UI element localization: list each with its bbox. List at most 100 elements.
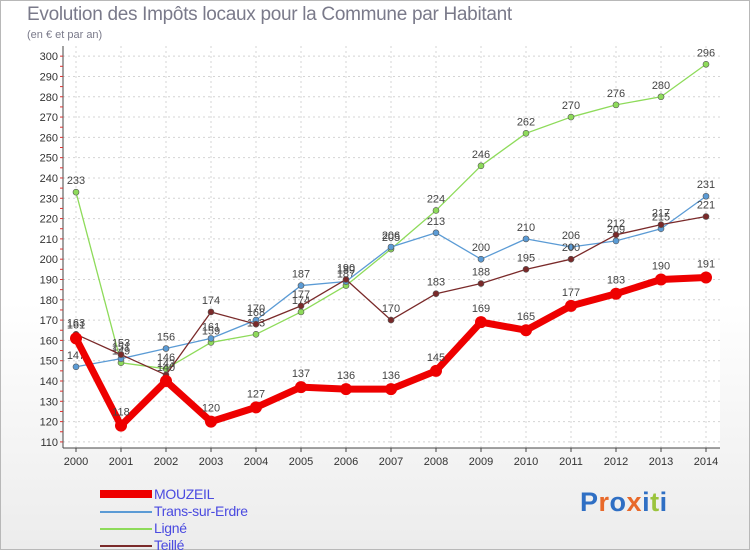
data-label: 215 (652, 212, 670, 224)
data-point (657, 93, 665, 101)
data-label: 163 (67, 317, 85, 329)
legend-label-ligne: Ligné (154, 520, 187, 536)
y-tick-label: 150 (40, 356, 58, 368)
data-label: 159 (202, 325, 220, 337)
data-label: 174 (202, 295, 220, 307)
data-point (115, 419, 127, 432)
data-label: 210 (517, 222, 535, 234)
legend-swatch-ligne (100, 528, 152, 530)
data-point (385, 383, 397, 396)
data-point (612, 231, 620, 239)
data-point (520, 324, 532, 337)
x-tick-label: 2000 (64, 456, 88, 468)
data-point (702, 213, 710, 220)
data-label: 188 (472, 267, 490, 279)
data-label: 217 (652, 208, 670, 220)
data-label: 136 (337, 370, 355, 382)
logo-letter-2: r (598, 487, 610, 517)
data-label: 136 (382, 370, 400, 382)
data-label: 213 (427, 216, 445, 228)
data-point (610, 287, 622, 300)
x-tick-label: 2010 (514, 456, 538, 468)
data-point (567, 113, 575, 121)
data-label: 161 (67, 319, 85, 331)
y-tick-label: 230 (40, 193, 58, 205)
data-label: 177 (562, 287, 580, 299)
data-label: 118 (112, 407, 130, 419)
data-point (70, 332, 82, 345)
x-tick-label: 2003 (199, 456, 223, 468)
logo-letter-6: t (650, 487, 660, 517)
data-label: 296 (697, 47, 715, 59)
legend-swatch-teille (100, 545, 152, 547)
data-label: 221 (697, 200, 715, 212)
data-point (567, 243, 575, 251)
y-tick-label: 300 (40, 51, 58, 63)
data-point (522, 266, 530, 273)
data-point (612, 101, 620, 109)
data-point (430, 364, 442, 377)
data-label: 174 (292, 295, 310, 307)
y-tick-label: 290 (40, 71, 58, 83)
y-tick-label: 260 (40, 132, 58, 144)
data-label: 191 (697, 258, 715, 270)
data-label: 120 (202, 403, 220, 415)
data-point (387, 316, 395, 324)
data-point (342, 276, 350, 283)
data-label: 145 (427, 352, 445, 364)
data-point (162, 345, 170, 352)
logo-letter-5: i (642, 487, 651, 517)
x-tick-label: 2008 (424, 456, 448, 468)
y-tick-label: 200 (40, 254, 58, 266)
data-label: 189 (337, 265, 355, 277)
data-label: 190 (652, 260, 670, 272)
y-tick-label: 220 (40, 214, 58, 226)
x-tick-label: 2007 (379, 456, 403, 468)
data-point (522, 235, 530, 243)
data-label: 170 (382, 303, 400, 315)
data-label: 212 (607, 218, 625, 230)
data-point (72, 363, 80, 371)
data-point (295, 381, 307, 394)
x-tick-label: 2009 (469, 456, 493, 468)
data-label: 143 (157, 358, 175, 370)
data-point (657, 221, 665, 228)
data-point (387, 243, 395, 251)
data-point (72, 188, 80, 196)
data-point (655, 273, 667, 286)
x-tick-label: 2005 (289, 456, 313, 468)
data-point (432, 229, 440, 237)
legend-label-teille: Teillé (154, 537, 185, 553)
data-point (297, 282, 305, 289)
data-label: 137 (292, 368, 310, 380)
x-tick-label: 2001 (109, 456, 133, 468)
data-point (252, 320, 260, 328)
data-label: 190 (337, 262, 355, 274)
x-tick-label: 2013 (649, 456, 673, 468)
chart-subtitle: (en € et par an) (27, 29, 103, 41)
data-point (522, 130, 530, 137)
data-point (252, 331, 260, 338)
x-tick-label: 2012 (604, 456, 628, 468)
logo-letter-7: i (659, 487, 668, 517)
x-tick-label: 2004 (244, 456, 268, 468)
y-tick-label: 180 (40, 295, 58, 307)
data-label: 233 (67, 175, 85, 187)
data-point (702, 192, 710, 200)
legend-label-trans-sur-erdre: Trans-sur-Erdre (154, 503, 248, 519)
logo-letter-1: P (580, 487, 599, 517)
proxiti-logo: Proxiti (580, 487, 668, 518)
y-tick-label: 130 (40, 396, 58, 408)
data-label: 161 (202, 321, 220, 333)
data-label: 153 (112, 338, 130, 350)
series-mouzeil: 161 118 140 120 127 137 136 136 145 169 165 177 183 1… (67, 258, 715, 432)
y-tick-label: 250 (40, 153, 58, 165)
data-point (340, 383, 352, 396)
y-tick-label: 240 (40, 173, 58, 185)
data-label: 156 (157, 332, 175, 344)
data-point (297, 308, 305, 316)
series-lign-: 2331491461591631741872052242462622702762… (67, 47, 715, 373)
x-tick-label: 2006 (334, 456, 358, 468)
data-point (477, 255, 485, 263)
